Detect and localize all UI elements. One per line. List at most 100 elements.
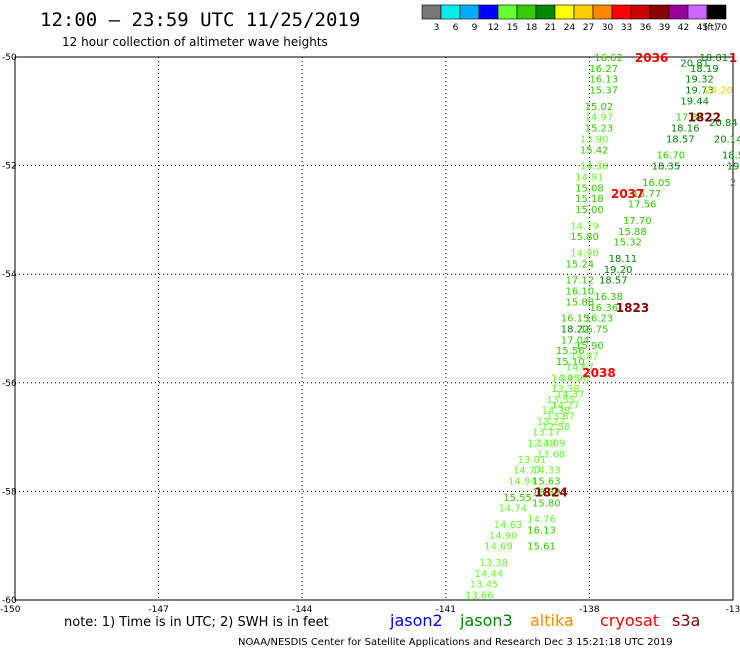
x-tick-label: -150 <box>0 605 21 615</box>
swh-point-jason3: 16.15 <box>561 314 590 325</box>
legend-label-21: 21 <box>545 23 556 33</box>
swh-point-s3a: 18.16 <box>671 124 700 135</box>
swh-point-s3a: 24.20 <box>704 86 733 97</box>
swh-point-jason3: 15.08 <box>575 183 604 194</box>
swh-point-s3a: 19.44 <box>680 96 709 107</box>
swh-point-s3a: 13.68 <box>537 449 566 460</box>
legend-swatch-21 <box>535 4 556 20</box>
swh-point-s3a: 16.38 <box>594 292 623 303</box>
satellite-jason3: jason3 <box>459 611 513 630</box>
swh-point-jason3: 16.62 <box>594 53 623 64</box>
swh-point-jason3: 13.38 <box>479 558 508 569</box>
y-tick-label: -58 <box>2 487 17 497</box>
legend-unit: (ft) <box>704 23 718 33</box>
swh-point-jason3: 13.45 <box>470 580 499 591</box>
swh-point-jason3: 13.17 <box>532 428 561 439</box>
legend-swatch-70 <box>706 4 727 20</box>
legend-swatch-3 <box>421 4 442 20</box>
time-label: 1822 <box>688 111 721 125</box>
swh-point-jason3: 15.55 <box>503 493 532 504</box>
satellite-cryosat: cryosat <box>600 611 659 630</box>
axis-ticks: -50 -52 -54 -56 -58 -60-150 -147 -144 -141 -138 -1… <box>0 53 740 615</box>
swh-point-jason3: 13.38 <box>551 384 580 395</box>
y-tick-label: -50 <box>2 53 17 63</box>
legend-label-45: 45 <box>697 23 708 33</box>
swh-point-jason3: 15.02 <box>585 102 614 113</box>
swh-point-s3a: 16.39 <box>532 487 561 498</box>
legend-swatch-45 <box>687 4 708 20</box>
swh-point-jason3: 13.55 <box>546 395 575 406</box>
legend-label-42: 42 <box>678 23 689 33</box>
swh-point-s3a: 20.81 <box>680 58 709 69</box>
swh-point-s3a: 17.34 <box>676 113 705 124</box>
satellite-s3a: s3a <box>672 611 700 630</box>
swh-point-jason3: 14.77 <box>513 466 542 477</box>
swh-point-s3a: 18.35 <box>652 162 681 173</box>
swh-point-s3a: 18.57 <box>599 276 628 287</box>
swh-point-s3a: 13.87 <box>546 411 575 422</box>
y-tick-label: -52 <box>2 162 17 172</box>
legend-label-27: 27 <box>583 23 594 33</box>
satellite-jason2: jason2 <box>389 611 443 630</box>
legend-swatch-36 <box>630 4 651 20</box>
legend-swatch-9 <box>459 4 480 20</box>
swh-point-jason3: 14.97 <box>585 113 614 124</box>
swh-point-jason3: 16.13 <box>589 75 618 86</box>
swh-point-jason3: 15.00 <box>575 205 604 216</box>
swh-point-jason3: 15.23 <box>585 124 614 135</box>
swh-point-jason3: 14.79 <box>570 221 599 232</box>
legend-label-15: 15 <box>507 23 518 33</box>
swh-point-s3a: 15.80 <box>532 498 561 509</box>
legend-label-6: 6 <box>453 23 459 33</box>
time-label: 2038 <box>582 366 615 380</box>
plot-grid <box>15 57 733 600</box>
swh-point-s3a: 14.87 <box>570 352 599 363</box>
swh-point-s3a: 13.09 <box>537 439 566 450</box>
footer-credit: NOAA/NESDIS Center for Satellite Applica… <box>238 637 673 648</box>
chart-title: 12:00 – 23:59 UTC 11/25/2019 <box>40 9 360 31</box>
swh-point-s3a: 16.05 <box>642 178 671 189</box>
y-tick-label: -56 <box>2 379 17 389</box>
time-label: 1823 <box>616 301 649 315</box>
legend-label-24: 24 <box>564 23 576 33</box>
swh-point-jason3: 15.10 <box>556 357 585 368</box>
swh-point-s3a: 18.57 <box>666 134 695 145</box>
swh-point-s3a: 19 <box>727 162 740 173</box>
swh-point-s3a: 14.27 <box>551 401 580 412</box>
legend-swatch-24 <box>554 4 575 20</box>
y-tick-label: -60 <box>2 596 17 606</box>
plot-frame <box>14 56 734 601</box>
swh-point-jason3: 14.90 <box>489 531 518 542</box>
swh-point-jason3: 15.88 <box>566 297 595 308</box>
swh-point-jason3: 14.74 <box>498 504 527 515</box>
swh-point-jason3: 17.04 <box>561 335 590 346</box>
satellite-legend: jason2 jason3 altika cryosat s3a <box>389 611 700 630</box>
swh-point-s3a: 18.19 <box>690 64 719 75</box>
swh-point-s3a: 18.5 <box>722 151 740 162</box>
swh-point-jason3: 15.80 <box>570 232 599 243</box>
legend-swatch-33 <box>611 4 632 20</box>
swh-point-s3a: 2 <box>730 178 736 189</box>
swh-point-jason3: 14.95 <box>551 373 580 384</box>
swh-point-s3a: 15.32 <box>613 238 642 249</box>
swh-point-s3a: 15.90 <box>575 341 604 352</box>
swh-point-jason3: 15.37 <box>589 86 618 97</box>
chart-subtitle: 12 hour collection of altimeter wave hei… <box>62 35 328 49</box>
legend-swatch-15 <box>497 4 518 20</box>
swh-point-s3a: 20.84 <box>709 118 738 129</box>
swh-point-s3a: 16.13 <box>527 525 556 536</box>
x-tick-label: -141 <box>436 605 456 615</box>
swh-point-s3a: 16.23 <box>585 314 614 325</box>
swh-point-s3a: 17.56 <box>628 200 657 211</box>
time-label: 1824 <box>534 485 567 499</box>
swh-point-jason3: 18.22 <box>561 325 590 336</box>
legend-label-18: 18 <box>526 23 538 33</box>
swh-point-jason3: 15.42 <box>580 145 609 156</box>
swh-point-jason3: 17.12 <box>566 276 595 287</box>
swh-point-jason3: 13.90 <box>580 134 609 145</box>
swh-point-jason3: 14.91 <box>575 172 604 183</box>
color-legend: 3 6 9 12 15 18 21 24 27 30 33 36 39 42 45 70 <box>421 4 727 33</box>
swh-point-jason3: 14.38 <box>580 162 609 173</box>
swh-point-s3a: 16.70 <box>656 151 685 162</box>
